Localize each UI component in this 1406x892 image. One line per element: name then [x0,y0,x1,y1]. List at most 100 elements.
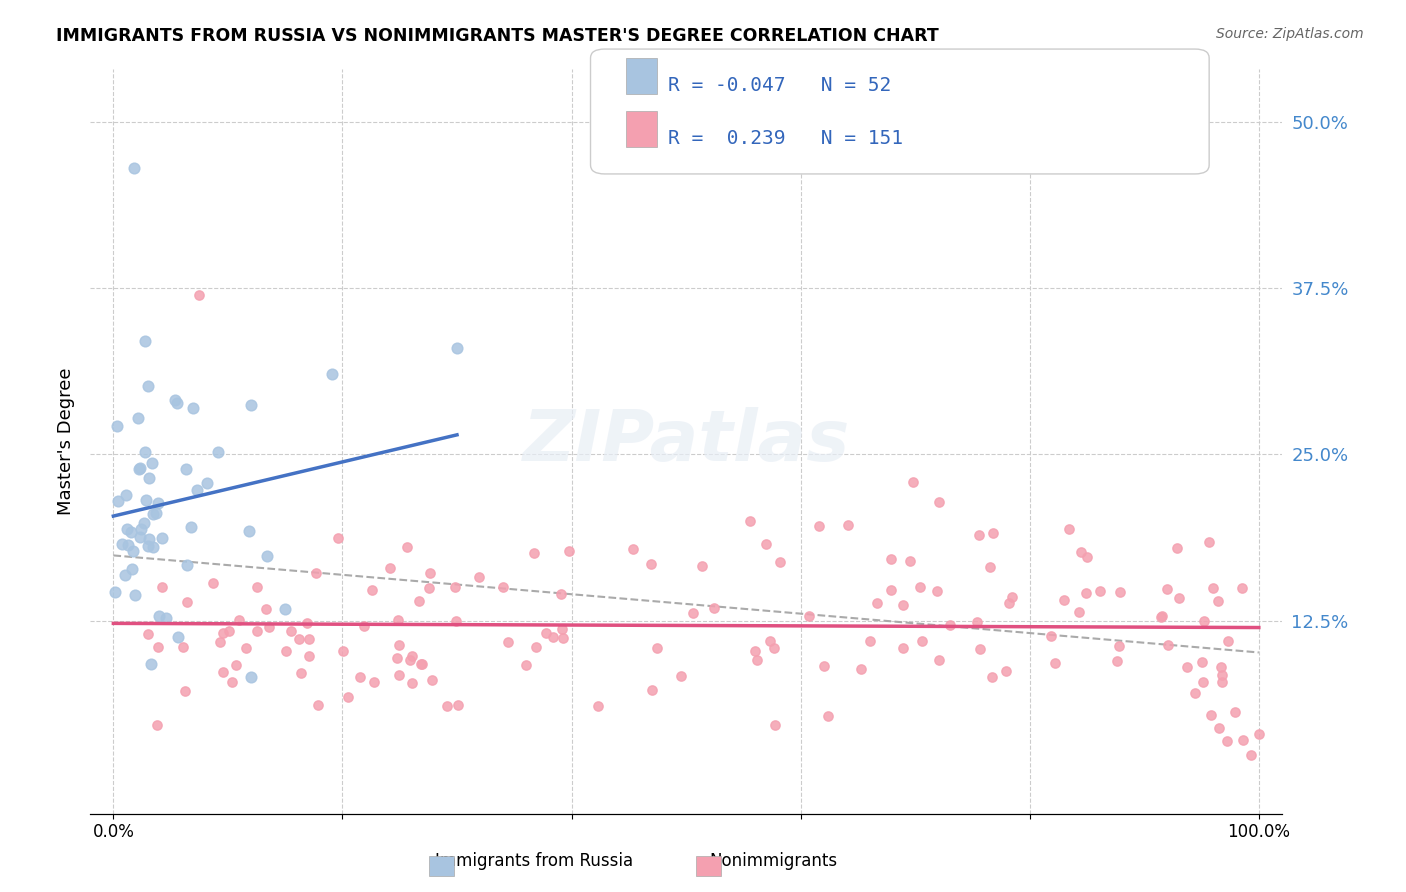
Point [898,554,921,568]
Point [498,635,520,649]
Point [682,606,704,620]
Point [104,585,127,599]
Point [880,552,903,566]
Point [211,665,233,679]
Point [117,538,139,552]
Point [409,657,432,672]
Point [1191,655,1213,669]
Point [981,526,1004,541]
Point [799,608,821,623]
Point [1070,545,1092,559]
Point [1052,593,1074,607]
Point [911,633,934,648]
Point [134,445,156,459]
Point [142,507,165,521]
Point [124,588,146,602]
Point [207,445,229,459]
Point [419,566,441,580]
Point [1001,591,1024,605]
Point [1152,608,1174,623]
Point [866,596,889,610]
Point [515,658,537,673]
Point [128,462,150,476]
Point [105,418,128,433]
Point [817,708,839,723]
Point [128,461,150,475]
Point [121,544,143,558]
Point [181,401,204,416]
Point [813,658,835,673]
Point [1206,594,1229,608]
Point [523,546,546,560]
Point [910,580,932,594]
Point [148,640,170,655]
Point [332,643,354,657]
Point [703,600,725,615]
Point [1230,582,1253,596]
Point [129,530,152,544]
Point [1076,550,1098,565]
Point [254,602,277,616]
Point [305,566,328,580]
Point [551,623,574,637]
Point [1223,705,1246,719]
Point [981,670,1004,684]
Point [174,462,197,476]
Point [150,531,173,545]
Point [1150,609,1173,624]
Point [925,584,948,599]
Point [640,683,662,698]
Point [235,640,257,655]
Point [256,549,278,563]
Point [444,580,467,594]
Point [349,670,371,684]
Point [436,698,458,713]
Point [1211,675,1233,690]
Point [257,620,280,634]
Point [1218,633,1240,648]
Point [1232,732,1254,747]
Point [534,625,557,640]
Point [120,524,142,539]
Point [1208,721,1230,735]
Point [411,657,433,672]
Point [141,456,163,470]
Y-axis label: Master's Degree: Master's Degree [58,368,75,515]
Point [939,618,962,632]
Point [586,699,609,714]
Point [328,531,350,545]
Point [127,411,149,425]
Text: R =  0.239   N = 151: R = 0.239 N = 151 [668,129,903,148]
Point [447,698,470,713]
Point [146,718,169,732]
Point [142,540,165,554]
Point [163,393,186,408]
Point [195,476,218,491]
Point [146,496,169,510]
Point [298,632,321,646]
Point [859,634,882,648]
Point [849,662,872,676]
Point [1202,581,1225,595]
Point [186,483,208,497]
Point [998,596,1021,610]
Point [360,582,382,597]
Point [246,580,269,594]
Point [288,632,311,646]
Point [138,532,160,546]
Point [755,536,778,550]
Point [891,599,914,613]
Point [623,542,645,557]
Point [967,527,990,541]
Point [1247,727,1270,741]
Point [1199,707,1222,722]
Point [378,560,401,574]
Point [295,616,318,631]
Point [1157,638,1180,652]
Point [1057,522,1080,536]
Text: Nonimmigrants: Nonimmigrants [709,852,838,870]
Point [321,368,343,382]
Point [928,653,950,667]
Point [1209,660,1232,674]
Point [363,675,385,690]
